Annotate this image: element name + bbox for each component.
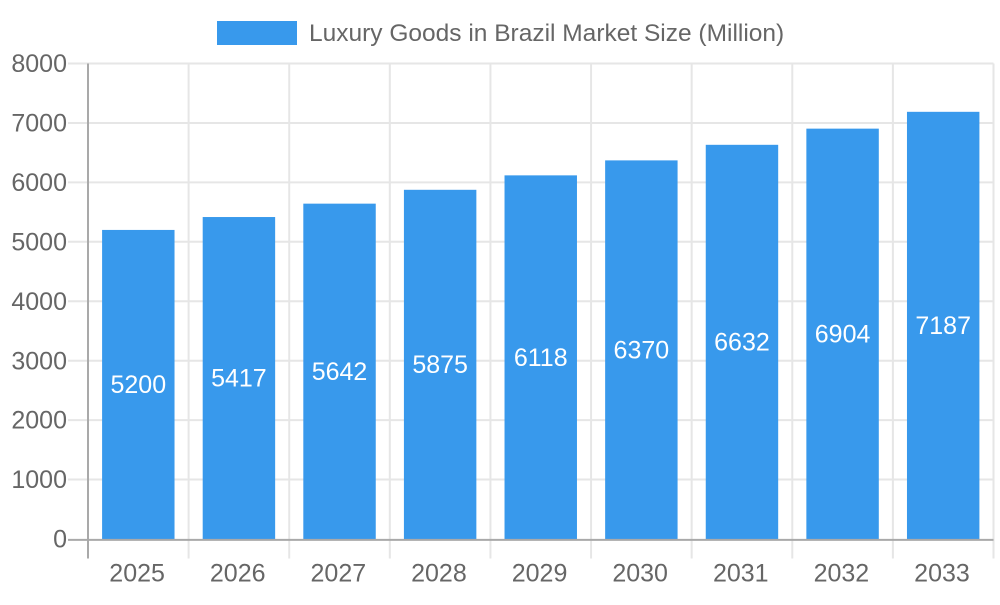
svg-text:2033: 2033 — [914, 560, 970, 588]
svg-text:5000: 5000 — [11, 228, 67, 256]
svg-text:3000: 3000 — [11, 347, 67, 375]
svg-text:2029: 2029 — [512, 560, 568, 588]
svg-text:7187: 7187 — [915, 312, 971, 340]
svg-text:6904: 6904 — [815, 320, 871, 348]
svg-text:2032: 2032 — [814, 560, 870, 588]
svg-text:2028: 2028 — [411, 560, 467, 588]
svg-text:2000: 2000 — [11, 407, 67, 435]
svg-text:2030: 2030 — [612, 560, 668, 588]
svg-text:Luxury Goods in Brazil Market: Luxury Goods in Brazil Market Size (Mill… — [309, 20, 784, 47]
svg-text:5875: 5875 — [412, 351, 468, 379]
svg-text:2031: 2031 — [713, 560, 769, 588]
svg-text:2025: 2025 — [109, 560, 165, 588]
svg-text:6370: 6370 — [614, 336, 670, 364]
svg-text:2026: 2026 — [210, 560, 266, 588]
svg-text:6118: 6118 — [514, 344, 568, 372]
svg-text:5642: 5642 — [312, 358, 368, 386]
svg-text:7000: 7000 — [11, 110, 67, 138]
svg-text:0: 0 — [53, 526, 67, 554]
svg-text:1000: 1000 — [11, 466, 67, 494]
svg-text:5417: 5417 — [211, 365, 267, 393]
svg-text:6000: 6000 — [11, 169, 67, 197]
svg-text:2027: 2027 — [311, 560, 367, 588]
svg-text:8000: 8000 — [11, 50, 67, 78]
svg-text:5200: 5200 — [110, 371, 166, 399]
svg-text:4000: 4000 — [11, 288, 67, 316]
svg-text:6632: 6632 — [714, 329, 770, 357]
